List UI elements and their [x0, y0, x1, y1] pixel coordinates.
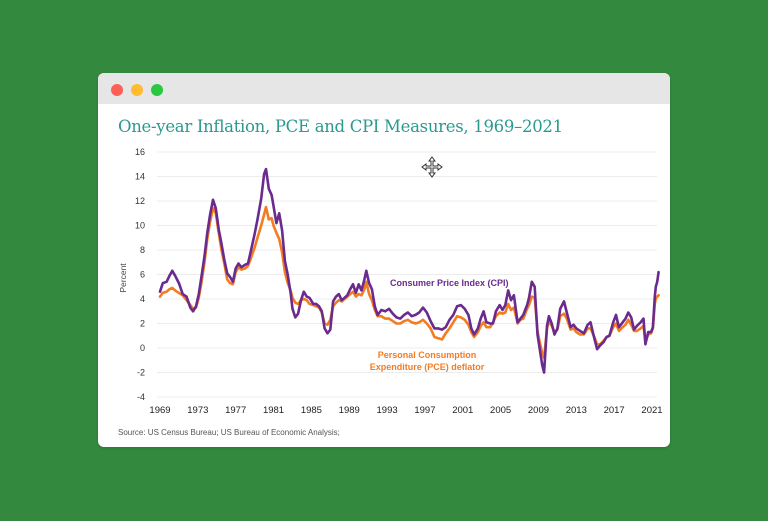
- y-axis-ticks: 16 14 12 10 8 6 4 2 0 -2 -4: [135, 147, 145, 402]
- maximize-window-button[interactable]: [151, 84, 163, 96]
- pce-series-label-line1: Personal Consumption: [378, 350, 477, 360]
- y-tick-label: 16: [135, 147, 145, 157]
- series-lines: [158, 167, 660, 374]
- x-tick-label: 1977: [225, 405, 246, 416]
- pce-series-label-line2: Expenditure (PCE) deflator: [370, 362, 485, 372]
- minimize-window-button[interactable]: [131, 84, 143, 96]
- x-tick-label: 2013: [566, 405, 587, 416]
- x-tick-label: 1981: [263, 405, 284, 416]
- x-tick-label: 1973: [187, 405, 208, 416]
- x-tick-label: 1985: [301, 405, 322, 416]
- y-tick-label: 12: [135, 196, 145, 206]
- y-tick-label: 10: [135, 221, 145, 231]
- y-tick-label: 8: [140, 245, 145, 255]
- x-tick-label: 1989: [339, 405, 360, 416]
- y-axis-label: Percent: [118, 263, 128, 293]
- x-tick-label: 1969: [149, 405, 170, 416]
- y-tick-label: 0: [140, 343, 145, 353]
- x-tick-label: 2017: [604, 405, 625, 416]
- y-tick-label: 4: [140, 294, 145, 304]
- x-tick-label: 1993: [377, 405, 398, 416]
- cpi-series-line: [158, 167, 660, 374]
- y-tick-label: 2: [140, 319, 145, 329]
- x-tick-label: 2021: [641, 405, 662, 416]
- pce-series-line: [158, 205, 660, 360]
- browser-window: One-year Inflation, PCE and CPI Measures…: [98, 73, 670, 447]
- y-tick-label: 6: [140, 270, 145, 280]
- x-tick-label: 2005: [490, 405, 511, 416]
- y-tick-label: 14: [135, 172, 145, 182]
- x-tick-label: 1997: [414, 405, 435, 416]
- grid-lines: [157, 151, 657, 398]
- y-tick-label: -4: [137, 392, 145, 402]
- window-titlebar: [98, 73, 670, 104]
- move-cursor-icon: [421, 156, 443, 178]
- y-tick-label: -2: [137, 368, 145, 378]
- chart-title: One-year Inflation, PCE and CPI Measures…: [118, 117, 563, 136]
- x-tick-label: 2001: [452, 405, 473, 416]
- close-window-button[interactable]: [111, 84, 123, 96]
- source-note: Source: US Census Bureau; US Bureau of E…: [118, 428, 340, 437]
- x-axis-ticks: 1969 1973 1977 1981 1985 1989 1993 1997 2001 2005…: [149, 405, 662, 416]
- cpi-series-label: Consumer Price Index (CPI): [390, 278, 509, 288]
- x-tick-label: 2009: [528, 405, 549, 416]
